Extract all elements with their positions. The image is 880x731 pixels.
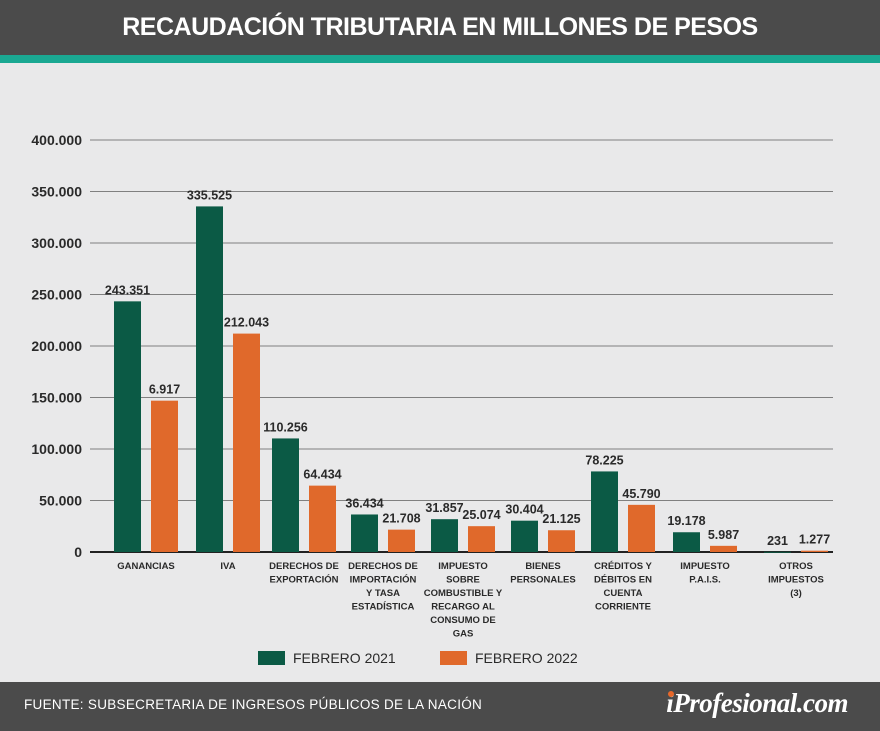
- category-label: DERECHOS DE IMPORTACIÓN Y TASA ESTADÍSTICA: [348, 561, 418, 613]
- data-label: 64.434: [303, 468, 341, 482]
- category-label: IVA: [220, 561, 235, 572]
- header-bar: RECAUDACIÓN TRIBUTARIA EN MILLONES DE PE…: [0, 0, 880, 55]
- bar-2021: [591, 471, 618, 552]
- bar-2022: [309, 485, 336, 552]
- legend-label-2021: FEBRERO 2021: [293, 650, 396, 666]
- data-label: 19.178: [667, 514, 705, 528]
- data-label: 30.404: [505, 503, 543, 517]
- y-tick-label: 400.000: [31, 132, 82, 148]
- bar-2021: [511, 520, 538, 552]
- legend-swatch-2022: [440, 651, 467, 665]
- data-label: 6.917: [149, 383, 180, 397]
- category-label: BIENES PERSONALES: [510, 561, 575, 586]
- bar-2022: [388, 529, 415, 552]
- data-label: 212.043: [224, 316, 269, 330]
- bar-chart: 0 50.000 100.000 150.000 200.000 250.000 300.0…: [31, 132, 833, 666]
- bar-2021: [431, 519, 458, 552]
- bar-2021: [673, 532, 700, 552]
- legend-swatch-2021: [258, 651, 285, 665]
- y-tick-label: 250.000: [31, 287, 82, 303]
- brand-logo-text: Profesional.com: [673, 688, 848, 718]
- bar-2021: [114, 301, 141, 552]
- data-label: 78.225: [585, 453, 623, 467]
- bar-2021: [764, 551, 791, 553]
- y-tick-label: 350.000: [31, 184, 82, 200]
- y-tick-label: 300.000: [31, 235, 82, 251]
- data-label: 36.434: [345, 496, 383, 510]
- bar-2022: [151, 400, 178, 552]
- y-tick-label: 0: [74, 544, 82, 560]
- y-tick-label: 150.000: [31, 390, 82, 406]
- data-label: 21.125: [542, 512, 580, 526]
- bar-2021: [196, 206, 223, 553]
- data-label: 231: [767, 534, 788, 548]
- data-label: 5.987: [708, 528, 739, 542]
- bar-2021: [351, 514, 378, 552]
- brand-logo-dot: [668, 691, 675, 697]
- bar-2022: [233, 333, 260, 552]
- legend-label-2022: FEBRERO 2022: [475, 650, 578, 666]
- accent-stripe: [0, 55, 880, 63]
- data-label: 31.857: [425, 501, 463, 515]
- bar-2022: [548, 530, 575, 552]
- data-label: 25.074: [462, 508, 500, 522]
- category-label: CRÉDITOS Y DÉBITOS EN CUENTA CORRIENTE: [594, 561, 652, 613]
- category-label: OTROS IMPUESTOS (3): [768, 561, 824, 599]
- brand-logo: i Profesional.com: [666, 688, 848, 719]
- chart-title: RECAUDACIÓN TRIBUTARIA EN MILLONES DE PE…: [122, 13, 758, 41]
- y-tick-label: 200.000: [31, 338, 82, 354]
- data-label: 21.708: [382, 512, 420, 526]
- data-label: 1.277: [799, 533, 830, 547]
- category-label: DERECHOS DE EXPORTACIÓN: [269, 561, 339, 586]
- data-label: 45.790: [622, 487, 660, 501]
- footer-bar: FUENTE: SUBSECRETARIA DE INGRESOS PÚBLIC…: [0, 682, 880, 731]
- category-label: GANANCIAS: [117, 561, 175, 572]
- y-tick-label: 50.000: [39, 493, 82, 509]
- y-tick-label: 100.000: [31, 441, 82, 457]
- bar-2021: [272, 438, 299, 552]
- data-label: 335.525: [187, 188, 232, 202]
- bar-2022: [801, 550, 828, 552]
- bar-2022: [710, 545, 737, 552]
- source-note: FUENTE: SUBSECRETARIA DE INGRESOS PÚBLIC…: [24, 697, 483, 712]
- category-label: IMPUESTO SOBRE COMBUSTIBLE Y RECARGO AL CONS…: [424, 561, 503, 640]
- bar-2022: [628, 504, 655, 552]
- data-label: 110.256: [263, 420, 308, 434]
- data-label: 243.351: [105, 283, 150, 297]
- brand-logo-i: i: [666, 688, 675, 718]
- bar-2022: [468, 526, 495, 552]
- category-label: IMPUESTO P.A.I.S.: [680, 561, 729, 586]
